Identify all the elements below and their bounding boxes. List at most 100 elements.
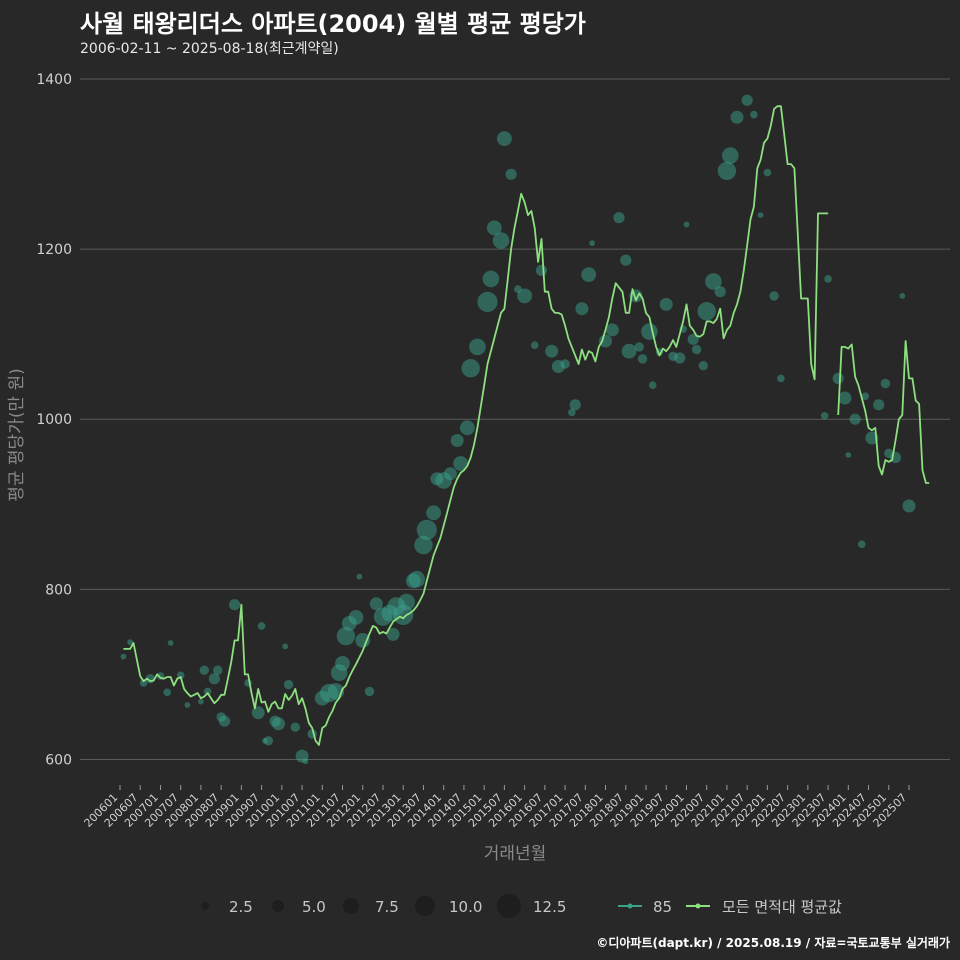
y-tick-label: 1200 [36,242,72,258]
y-tick-label: 800 [45,582,72,598]
scatter-point [613,212,625,224]
scatter-point [229,599,241,611]
scatter-point [348,610,364,625]
scatter-point [545,344,559,358]
scatter-point [605,323,619,337]
scatter-point [820,412,829,420]
scatter-point [414,535,433,555]
scatter-point [497,131,512,147]
scatter-point [824,275,832,283]
scatter-point [302,758,309,765]
scatter-point [714,286,726,298]
scatter-point [589,240,595,247]
scatter-point [272,717,285,731]
scatter-point [599,334,612,348]
legend-85-label: 85 [653,898,672,916]
scatter-point [120,653,127,660]
scatter-point [167,640,174,646]
size-legend-circle [342,897,360,915]
scatter-point [637,354,648,364]
scatter-point [530,341,539,350]
scatter-point [443,467,457,481]
scatter-point [757,212,764,219]
scatter-point [705,273,722,290]
scatter-point [777,374,785,383]
scatter-point [251,706,265,720]
scatter-point [620,254,632,266]
scatter-point [416,519,437,540]
scatter-point [873,399,885,411]
scatter-point [722,147,739,164]
scatter-point [163,688,171,697]
x-axis-label: 거래년월 [484,844,547,864]
scatter-point [697,302,716,321]
credit-text: ©디아파트(dapt.kr) / 2025.08.19 / 자료=국토교통부 실… [596,936,950,950]
scatter-point [356,573,363,580]
scatter-point [683,221,690,228]
scatter-point [282,643,289,650]
scatter-point [634,342,644,352]
size-legend-label: 12.5 [533,898,566,916]
average-line [123,105,930,746]
scatter-point [575,302,589,316]
x-axis-ticks: 2006012006072007012007072008012008072009… [82,785,910,830]
scatter-point [691,344,702,355]
scatter-point [369,597,383,611]
y-axis-label: 평균 평당가(만 원) [7,368,27,502]
average-line-segment [123,105,829,746]
scatter-point [741,94,753,106]
scatter-point [717,161,737,181]
y-tick-label: 1000 [36,412,72,428]
scatter-point [899,293,906,299]
scatter-point [698,361,708,371]
scatter-point [477,291,498,312]
size-legend-circle [272,900,284,912]
legend: 2.5 5.0 7.5 10.0 12.5 85 모든 면적대 평균값 [201,893,842,919]
scatter-point [198,698,204,705]
scatter-point [845,452,852,458]
scatter-point [763,168,772,177]
scatter-point [730,110,744,124]
legend-85-dot [627,903,633,909]
scatter-point [659,297,673,311]
scatter-point [517,288,532,304]
scatter-point [355,633,371,648]
scatter-point [426,505,441,521]
scatter-point [213,665,223,675]
scatter-point [621,343,637,359]
scatter-point [648,381,657,390]
scatter-point [861,392,869,401]
scatter-point [858,540,866,549]
size-legend-label: 5.0 [302,898,326,916]
scatter-point [535,264,548,276]
scatter-point [482,270,500,288]
scatter-point [408,570,426,588]
scatter-point [208,673,220,685]
size-legend-label: 7.5 [375,898,399,916]
y-axis-ticks: 600 800 1000 1200 1400 [36,72,72,768]
scatter-point [581,267,597,282]
scatter-point [336,626,356,646]
scatter-point [492,232,510,249]
scatter-point [849,413,861,425]
y-tick-label: 600 [45,752,72,768]
scatter-point [386,627,400,641]
scatter-point [184,702,191,708]
scatter-point [335,656,350,671]
scatter-point [199,665,209,675]
scatter-point [203,687,212,696]
scatter-point [486,220,502,236]
scatter-point [902,499,916,513]
average-line-segment [837,340,930,484]
scatter-point [263,736,274,746]
scatter-point [398,593,415,611]
legend-avg-dot [695,903,701,909]
scatter-point [750,110,758,119]
scatter-point [218,715,231,727]
scatter-point [568,408,576,417]
scatter-point [364,686,375,697]
size-legend-circle [496,893,522,919]
scatter-point [257,622,266,630]
scatter-point [450,434,464,447]
scatter-point [641,323,658,340]
